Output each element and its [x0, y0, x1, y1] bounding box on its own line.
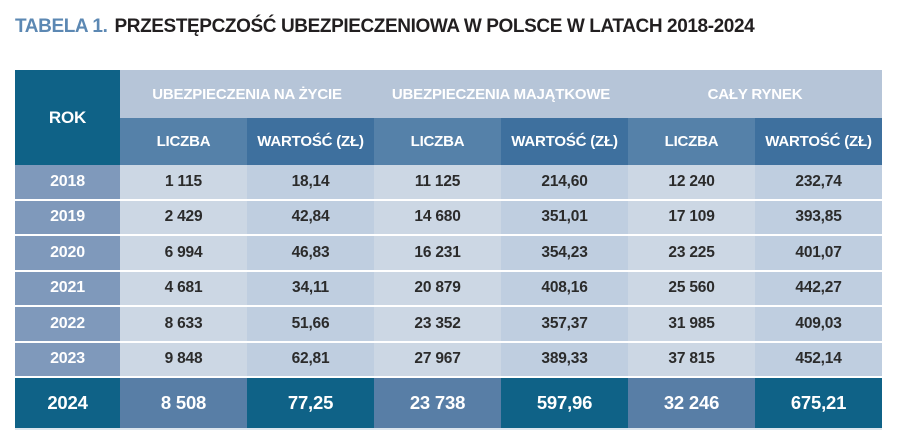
table-row-2020: 2020 6 994 46,83 16 231 354,23 23 225 40…: [15, 236, 883, 272]
subheader-wartosc-rynek: WARTOŚĆ (ZŁ): [755, 118, 883, 165]
cell-value: 25 560: [628, 271, 756, 307]
cell-value: 20 879: [374, 271, 502, 307]
table-row-2023: 2023 9 848 62,81 27 967 389,33 37 815 45…: [15, 342, 883, 378]
group-header-row: ROK UBEZPIECZENIA NA ŻYCIE UBEZPIECZENIA…: [15, 70, 883, 165]
group-header-caly-rynek: CAŁY RYNEK: [628, 70, 883, 118]
cell-value: 408,16: [501, 271, 629, 307]
cell-value: 14 680: [374, 200, 502, 236]
cell-value: 675,21: [755, 378, 883, 428]
cell-value: 42,84: [247, 200, 375, 236]
cell-value: 32 246: [628, 378, 756, 428]
cell-value: 1 115: [120, 165, 247, 201]
cell-value: 34,11: [247, 271, 375, 307]
rok-header-cell: ROK: [15, 70, 120, 165]
cell-value: 8 508: [120, 378, 247, 428]
cell-value: 46,83: [247, 236, 375, 272]
subheader-liczba-zycie: LICZBA: [120, 118, 247, 165]
table-row-2024-highlight: 2024 8 508 77,25 23 738 597,96 32 246 67…: [15, 378, 883, 428]
group-header-zycie: UBEZPIECZENIA NA ŻYCIE: [120, 70, 375, 118]
cell-value: 6 994: [120, 236, 247, 272]
cell-value: 51,66: [247, 307, 375, 343]
cell-value: 401,07: [755, 236, 883, 272]
cell-value: 4 681: [120, 271, 247, 307]
table-row-2022: 2022 8 633 51,66 23 352 357,37 31 985 40…: [15, 307, 883, 343]
cell-value: 62,81: [247, 342, 375, 378]
cell-value: 23 738: [374, 378, 502, 428]
cell-value: 393,85: [755, 200, 883, 236]
year-cell: 2022: [15, 307, 120, 343]
table-row-2021: 2021 4 681 34,11 20 879 408,16 25 560 44…: [15, 271, 883, 307]
insurance-crime-table: ROK UBEZPIECZENIA NA ŻYCIE UBEZPIECZENIA…: [15, 70, 883, 428]
cell-value: 9 848: [120, 342, 247, 378]
cell-value: 23 225: [628, 236, 756, 272]
table-number-label: TABELA 1.: [15, 16, 108, 37]
cell-value: 357,37: [501, 307, 629, 343]
cell-value: 17 109: [628, 200, 756, 236]
year-cell: 2021: [15, 271, 120, 307]
cell-value: 2 429: [120, 200, 247, 236]
cell-value: 27 967: [374, 342, 502, 378]
year-cell: 2018: [15, 165, 120, 201]
cell-value: 77,25: [247, 378, 375, 428]
cell-value: 597,96: [501, 378, 629, 428]
cell-value: 232,74: [755, 165, 883, 201]
subheader-wartosc-zycie: WARTOŚĆ (ZŁ): [247, 118, 375, 165]
cell-value: 8 633: [120, 307, 247, 343]
table-row-2018: 2018 1 115 18,14 11 125 214,60 12 240 23…: [15, 165, 883, 201]
cell-value: 18,14: [247, 165, 375, 201]
cell-value: 351,01: [501, 200, 629, 236]
cell-value: 442,27: [755, 271, 883, 307]
cell-value: 452,14: [755, 342, 883, 378]
cell-value: 37 815: [628, 342, 756, 378]
cell-value: 23 352: [374, 307, 502, 343]
group-header-majatkowe: UBEZPIECZENIA MAJĄTKOWE: [374, 70, 629, 118]
year-cell: 2019: [15, 200, 120, 236]
cell-value: 409,03: [755, 307, 883, 343]
year-cell: 2023: [15, 342, 120, 378]
year-cell: 2024: [15, 378, 120, 428]
subheader-wartosc-majatkowe: WARTOŚĆ (ZŁ): [501, 118, 629, 165]
cell-value: 214,60: [501, 165, 629, 201]
subheader-liczba-majatkowe: LICZBA: [374, 118, 502, 165]
table-title-text: PRZESTĘPCZOŚĆ UBEZPIECZENIOWA W POLSCE W…: [114, 16, 755, 37]
subheader-liczba-rynek: LICZBA: [628, 118, 756, 165]
cell-value: 31 985: [628, 307, 756, 343]
cell-value: 354,23: [501, 236, 629, 272]
cell-value: 12 240: [628, 165, 756, 201]
cell-value: 389,33: [501, 342, 629, 378]
sub-header-row: LICZBA WARTOŚĆ (ZŁ) LICZBA WARTOŚĆ (ZŁ) …: [15, 118, 883, 165]
cell-value: 11 125: [374, 165, 502, 201]
table-title: TABELA 1. PRZESTĘPCZOŚĆ UBEZPIECZENIOWA W…: [15, 16, 755, 38]
table-row-2019: 2019 2 429 42,84 14 680 351,01 17 109 39…: [15, 200, 883, 236]
year-cell: 2020: [15, 236, 120, 272]
cell-value: 16 231: [374, 236, 502, 272]
